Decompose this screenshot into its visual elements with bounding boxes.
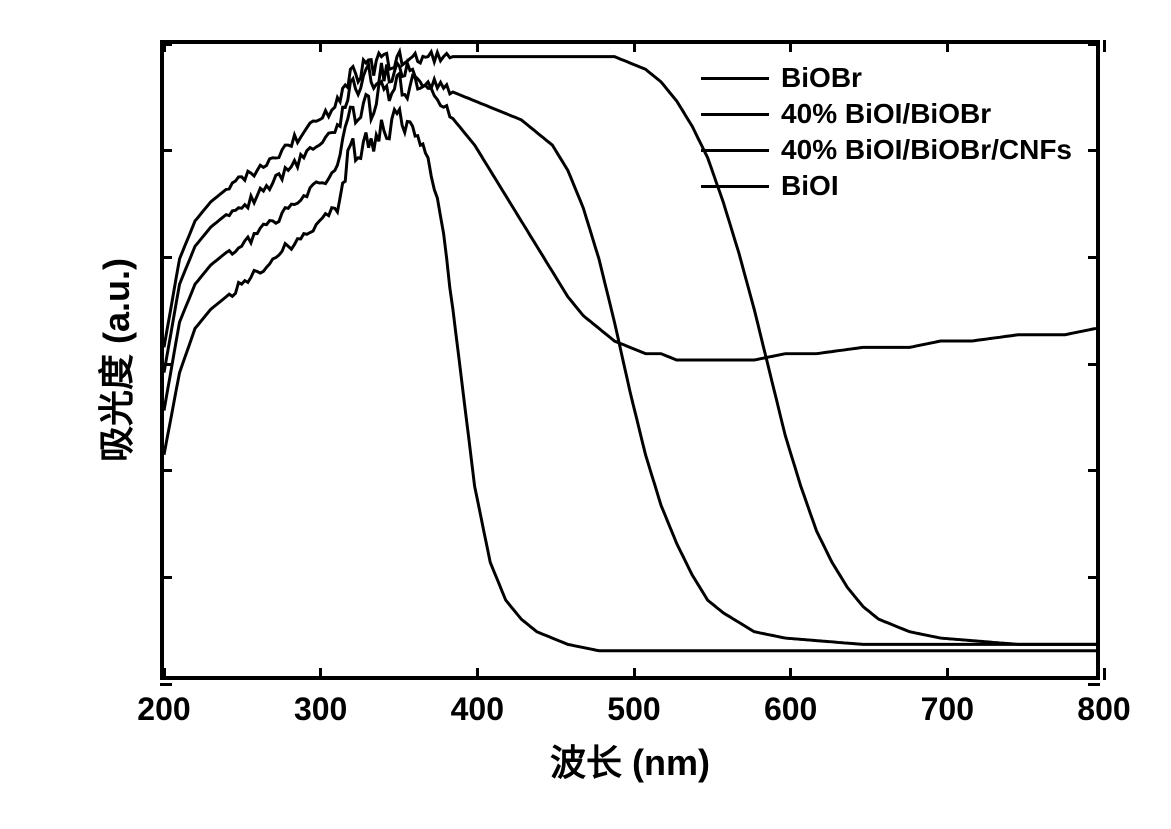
legend-label: 40% BiOI/BiOBr/CNFs [781,134,1072,166]
x-tick-label: 400 [451,691,504,728]
y-tick [160,683,172,686]
y-tick-right [1088,683,1100,686]
x-tick-label: 300 [294,691,347,728]
x-tick-top [319,40,322,52]
legend-line-marker [701,77,769,80]
y-tick-right [1088,363,1100,366]
x-tick [319,668,322,680]
legend-label: BiOI [781,170,839,202]
x-tick [163,668,166,680]
legend-line-marker [701,113,769,116]
legend-item: BiOI [701,170,1072,202]
legend: BiOBr 40% BiOI/BiOBr 40% BiOI/BiOBr/CNFs… [701,62,1072,206]
legend-item: 40% BiOI/BiOBr [701,98,1072,130]
legend-label: 40% BiOI/BiOBr [781,98,991,130]
y-tick-right [1088,149,1100,152]
x-tick-label: 600 [764,691,817,728]
y-tick [160,469,172,472]
y-tick [160,43,172,46]
x-tick-top [476,40,479,52]
y-tick-right [1088,576,1100,579]
x-tick [633,668,636,680]
x-axis-label: 波长 (nm) [550,734,710,786]
y-tick [160,576,172,579]
x-tick-label: 800 [1077,691,1130,728]
plot-area: BiOBr 40% BiOI/BiOBr 40% BiOI/BiOBr/CNFs… [160,40,1100,680]
y-tick [160,256,172,259]
x-tick-top [946,40,949,52]
x-tick-label: 700 [921,691,974,728]
x-tick [789,668,792,680]
y-tick-right [1088,256,1100,259]
y-axis-label: 吸光度 (a.u.) [88,258,140,462]
y-tick-right [1088,43,1100,46]
y-tick [160,363,172,366]
x-tick-label: 500 [607,691,660,728]
legend-label: BiOBr [781,62,862,94]
x-tick [1103,668,1106,680]
x-tick [946,668,949,680]
legend-item: BiOBr [701,62,1072,94]
x-tick-label: 200 [137,691,190,728]
legend-item: 40% BiOI/BiOBr/CNFs [701,134,1072,166]
x-tick-top [1103,40,1106,52]
legend-line-marker [701,185,769,188]
y-tick [160,149,172,152]
x-tick-top [789,40,792,52]
chart-container: BiOBr 40% BiOI/BiOBr 40% BiOI/BiOBr/CNFs… [100,30,1120,730]
x-tick [476,668,479,680]
legend-line-marker [701,149,769,152]
y-tick-right [1088,469,1100,472]
x-tick-top [633,40,636,52]
